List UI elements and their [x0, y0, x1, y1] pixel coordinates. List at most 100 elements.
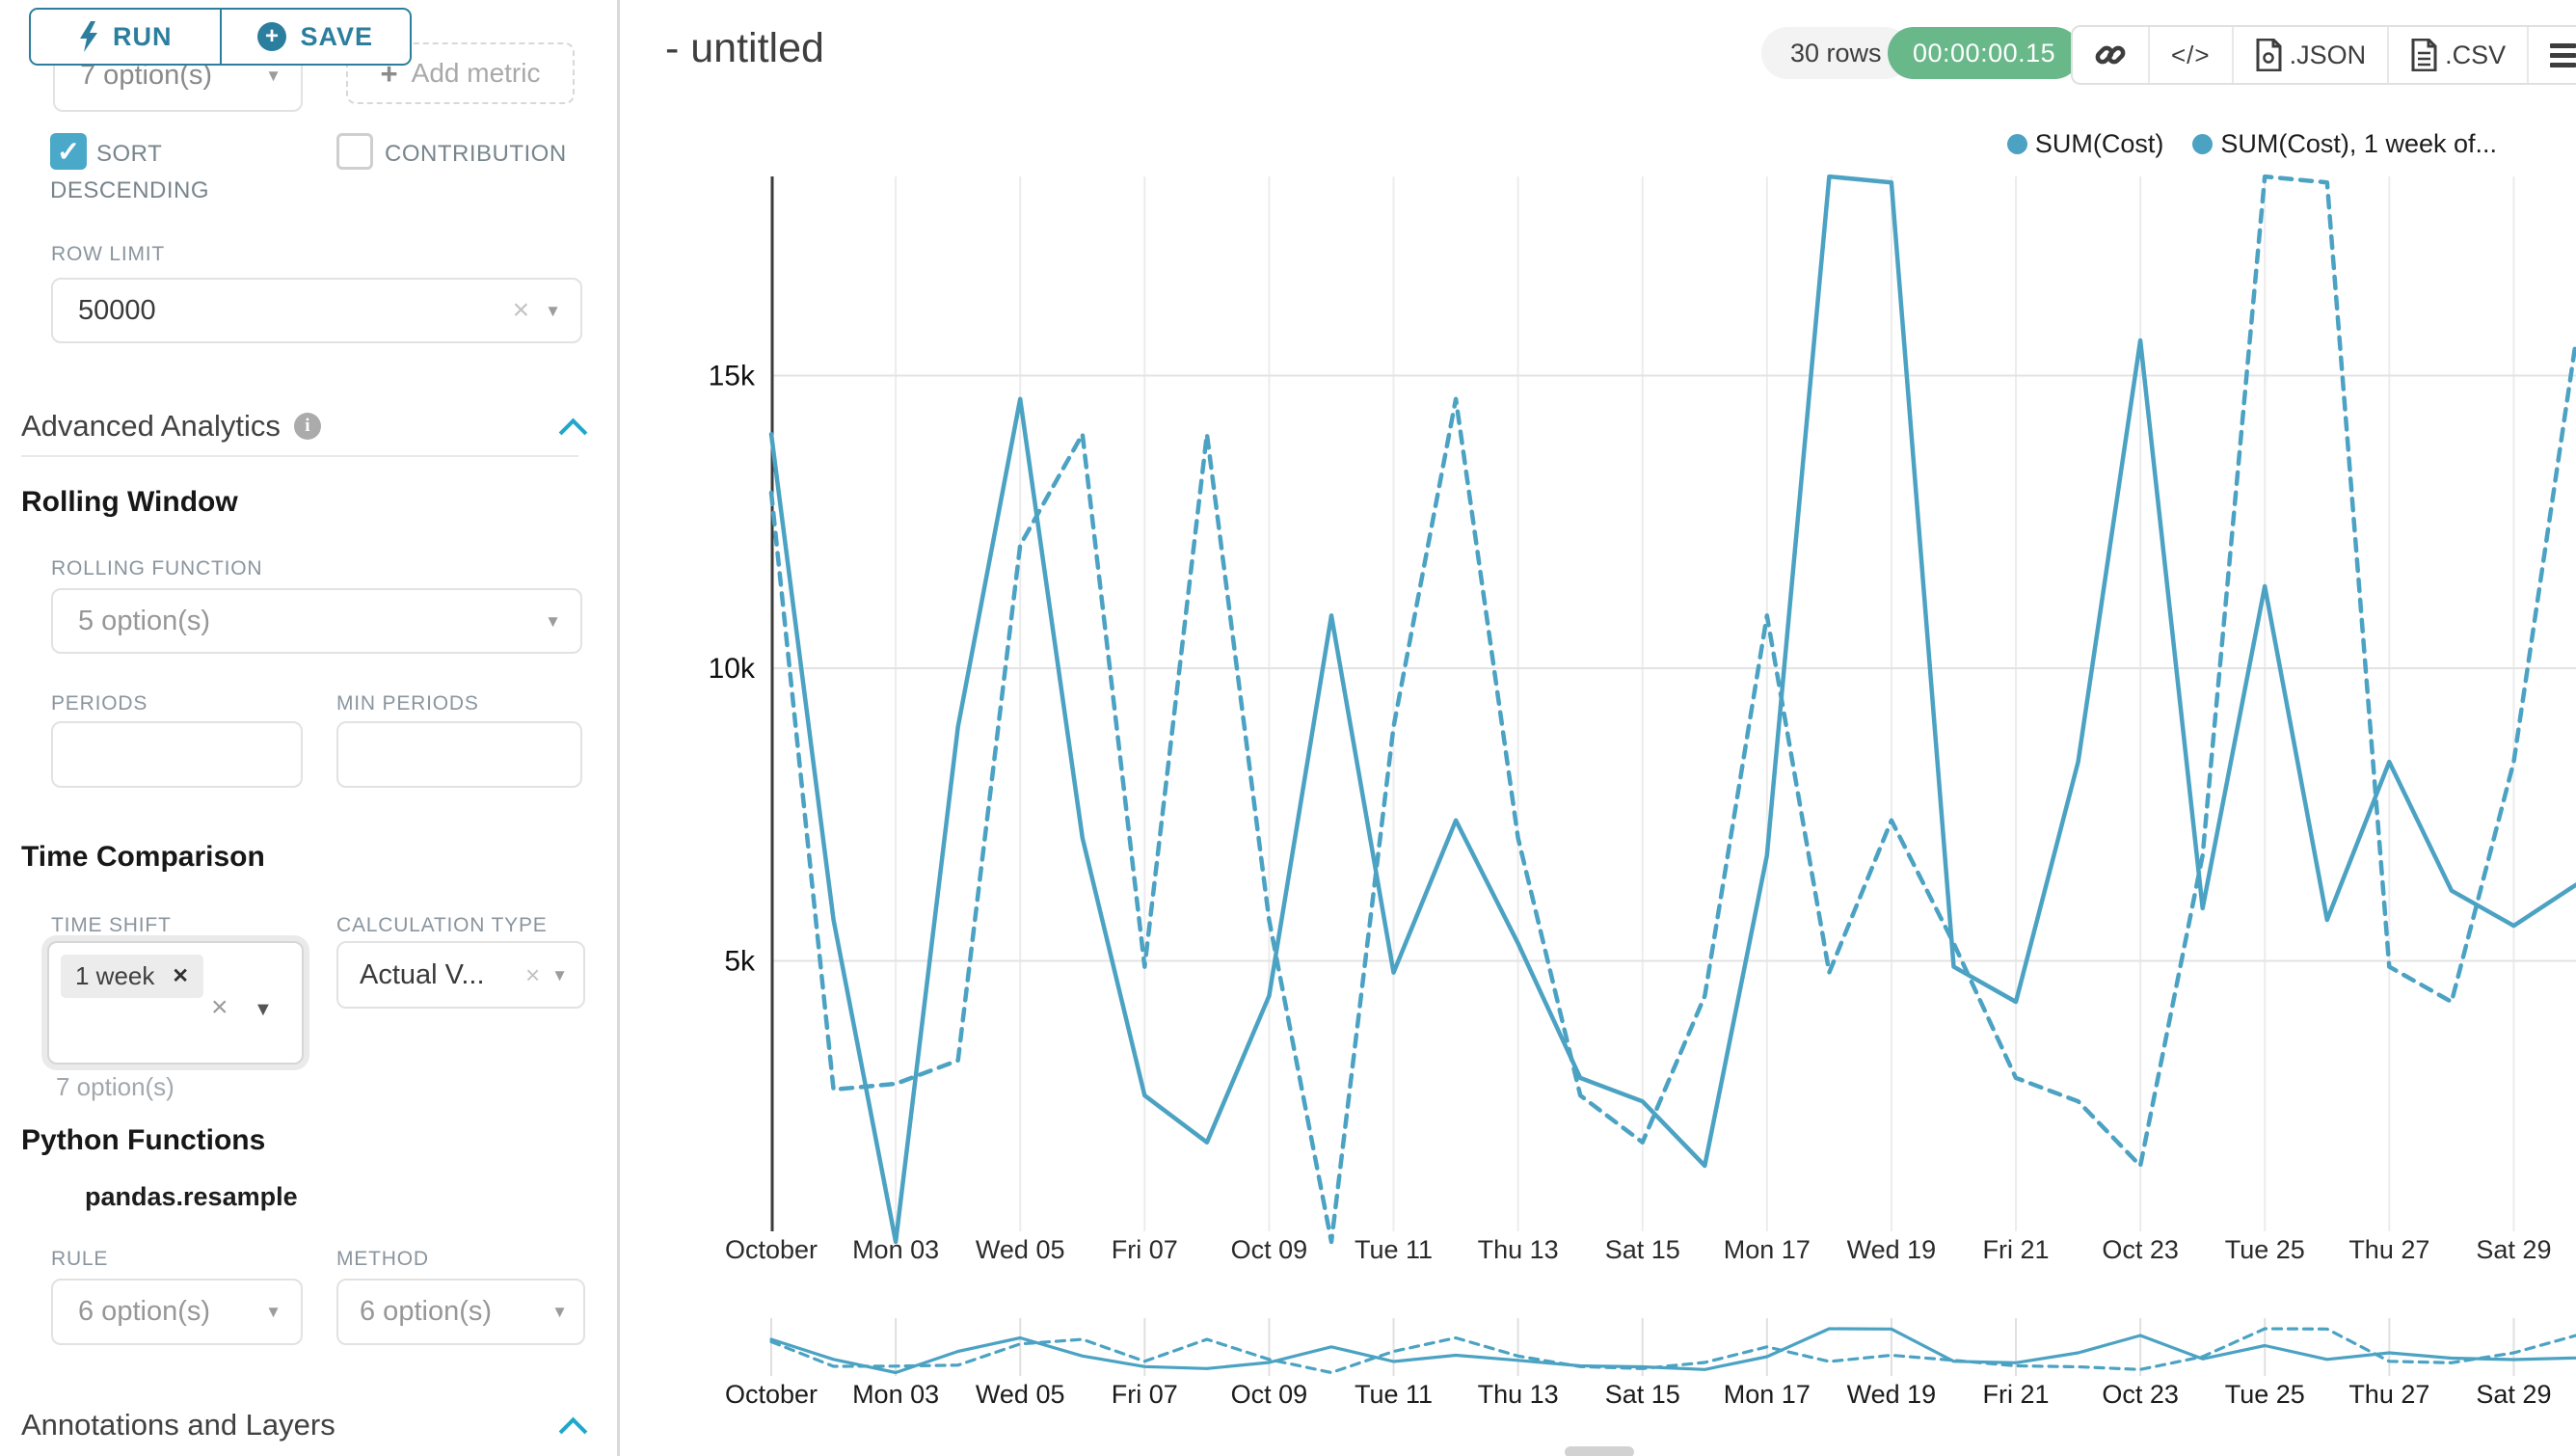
add-metric-button[interactable]: + Add metric: [346, 42, 575, 104]
mini-x-tick-label: Sat 29: [2476, 1380, 2551, 1409]
rule-select[interactable]: 6 option(s) ▼: [51, 1279, 303, 1345]
control-panel-sidebar: RUN + SAVE 7 option(s) ▼ + Add metric ✓ …: [0, 0, 620, 1456]
view-query-button[interactable]: </>: [2148, 27, 2232, 83]
export-json-button[interactable]: .JSON: [2231, 27, 2388, 83]
time-shift-hint: 7 option(s): [56, 1072, 174, 1101]
check-icon: ✓: [56, 136, 81, 168]
x-axis-tick-label: Sat 29: [2476, 1235, 2551, 1264]
pandas-resample-label: pandas.resample: [85, 1182, 298, 1211]
chart-series-lines: [768, 174, 2576, 1245]
row-count-badge: 30 rows: [1761, 27, 1911, 79]
time-shift-multiselect[interactable]: 1 week ✕ × ▼: [47, 941, 304, 1065]
rolling-function-select[interactable]: 5 option(s) ▼: [51, 588, 582, 654]
mini-x-tick-label: Sat 15: [1605, 1380, 1680, 1409]
mini-x-tick-label: Thu 13: [1478, 1380, 1559, 1409]
x-axis-tick-label: Thu 27: [2348, 1235, 2429, 1264]
export-json-label: .JSON: [2289, 40, 2367, 69]
export-toolbar: </> .JSON .CSV: [2071, 25, 2576, 85]
advanced-analytics-header[interactable]: Advanced Analytics i: [21, 409, 321, 444]
method-select[interactable]: 6 option(s) ▼: [336, 1279, 585, 1345]
plus-circle-icon: +: [257, 22, 287, 51]
x-axis-tick-label: Thu 13: [1478, 1235, 1559, 1264]
mini-x-tick-label: Tue 11: [1355, 1380, 1433, 1409]
chevron-down-icon[interactable]: ▼: [265, 1303, 282, 1321]
calculation-type-select[interactable]: Actual V... × ▼: [336, 941, 585, 1009]
clear-icon[interactable]: ×: [524, 960, 541, 989]
sort-descending-label-line2: DESCENDING: [50, 177, 210, 203]
horizontal-scrollbar-thumb[interactable]: [1565, 1446, 1634, 1456]
code-icon: </>: [2171, 40, 2211, 69]
series-line-solid: [768, 174, 2576, 1245]
mini-x-tick-label: Wed 19: [1847, 1380, 1937, 1409]
vertical-gridlines: [895, 176, 2515, 1231]
legend-item-sum-cost-1-week-offset[interactable]: SUM(Cost), 1 week of...: [2192, 129, 2497, 159]
chevron-down-icon[interactable]: ▼: [265, 66, 282, 85]
collapse-chevron-up-icon[interactable]: [558, 1416, 588, 1446]
x-axis-tick-label: Tue 25: [2225, 1235, 2305, 1264]
mini-series-line-solid: [769, 1327, 2576, 1375]
share-link-button[interactable]: [2073, 27, 2148, 83]
more-options-button[interactable]: [2527, 27, 2576, 83]
run-button[interactable]: RUN: [31, 10, 220, 64]
calculation-type-label: CALCULATION TYPE: [336, 914, 548, 936]
info-icon[interactable]: i: [293, 413, 321, 440]
min-periods-label: MIN PERIODS: [336, 692, 479, 715]
series-line-dashed: [768, 174, 2576, 1245]
clear-icon[interactable]: ×: [211, 991, 228, 1023]
export-csv-button[interactable]: .CSV: [2387, 27, 2527, 83]
x-axis-tick-label: October: [725, 1235, 818, 1264]
x-axis-tick-label: Oct 23: [2102, 1235, 2179, 1264]
file-csv-icon: [2411, 39, 2437, 71]
tag-close-icon[interactable]: ✕: [172, 965, 189, 987]
chevron-down-icon[interactable]: ▼: [551, 1303, 568, 1321]
legend-label: SUM(Cost): [2034, 129, 2164, 158]
row-limit-label: ROW LIMIT: [51, 243, 166, 265]
rolling-function-label: ROLLING FUNCTION: [51, 557, 263, 580]
annotations-layers-title: Annotations and Layers: [21, 1408, 335, 1442]
time-shift-tag-value: 1 week: [75, 961, 155, 990]
row-limit-select[interactable]: 50000 × ▼: [51, 278, 582, 343]
chevron-down-icon[interactable]: ▼: [545, 301, 561, 320]
x-axis-tick-label: Sat 15: [1605, 1235, 1680, 1264]
x-axis-tick-label: Fri 07: [1112, 1235, 1178, 1264]
mini-chart-brush[interactable]: [771, 1311, 2576, 1408]
y-axis-tick-label: 15k: [709, 361, 756, 392]
clear-icon[interactable]: ×: [512, 294, 530, 326]
run-button-label: RUN: [113, 21, 173, 51]
chevron-down-icon[interactable]: ▼: [545, 611, 561, 631]
mini-x-tick-label: Oct 09: [1231, 1380, 1308, 1409]
periods-input[interactable]: [51, 721, 303, 788]
chart-legend: SUM(Cost) SUM(Cost), 1 week of...: [2006, 129, 2497, 159]
contribution-label: CONTRIBUTION: [385, 141, 567, 167]
x-axis-tick-label: Wed 05: [976, 1235, 1065, 1264]
hamburger-menu-icon: [2550, 42, 2576, 67]
mini-x-tick-label: Fri 21: [1983, 1380, 2050, 1409]
row-limit-value: 50000: [78, 294, 156, 326]
mini-x-tick-label: Tue 25: [2225, 1380, 2305, 1409]
file-json-icon: [2256, 39, 2282, 71]
periods-label: PERIODS: [51, 692, 148, 715]
save-button[interactable]: + SAVE: [219, 10, 411, 64]
time-comparison-title: Time Comparison: [21, 841, 265, 873]
contribution-checkbox[interactable]: [336, 133, 373, 170]
chevron-down-icon[interactable]: ▼: [551, 965, 568, 984]
legend-item-sum-cost[interactable]: SUM(Cost): [2006, 129, 2164, 159]
y-axis-tick-label: 10k: [709, 653, 756, 685]
x-axis-tick-label: Mon 03: [852, 1235, 939, 1264]
min-periods-input[interactable]: [336, 721, 582, 788]
chart-title[interactable]: - untitled: [665, 25, 824, 71]
link-icon: [2095, 45, 2126, 65]
chevron-down-icon[interactable]: ▼: [254, 999, 273, 1020]
mini-x-tick-label: Oct 23: [2102, 1380, 2179, 1409]
y-axis-tick-label: 5k: [724, 946, 756, 978]
legend-dot: [2192, 134, 2214, 154]
x-axis-tick-labels: October Mon 03 Wed 05 Fri 07 Oct 09 Tue 11 Thu…: [725, 1235, 2552, 1264]
sort-descending-checkbox[interactable]: ✓: [50, 133, 87, 170]
collapse-chevron-up-icon[interactable]: [558, 418, 588, 447]
annotations-layers-header[interactable]: Annotations and Layers: [21, 1408, 335, 1443]
sort-descending-label-line1: SORT: [96, 141, 163, 167]
rolling-window-title: Rolling Window: [21, 486, 238, 518]
time-shift-tag: 1 week ✕: [61, 955, 203, 998]
